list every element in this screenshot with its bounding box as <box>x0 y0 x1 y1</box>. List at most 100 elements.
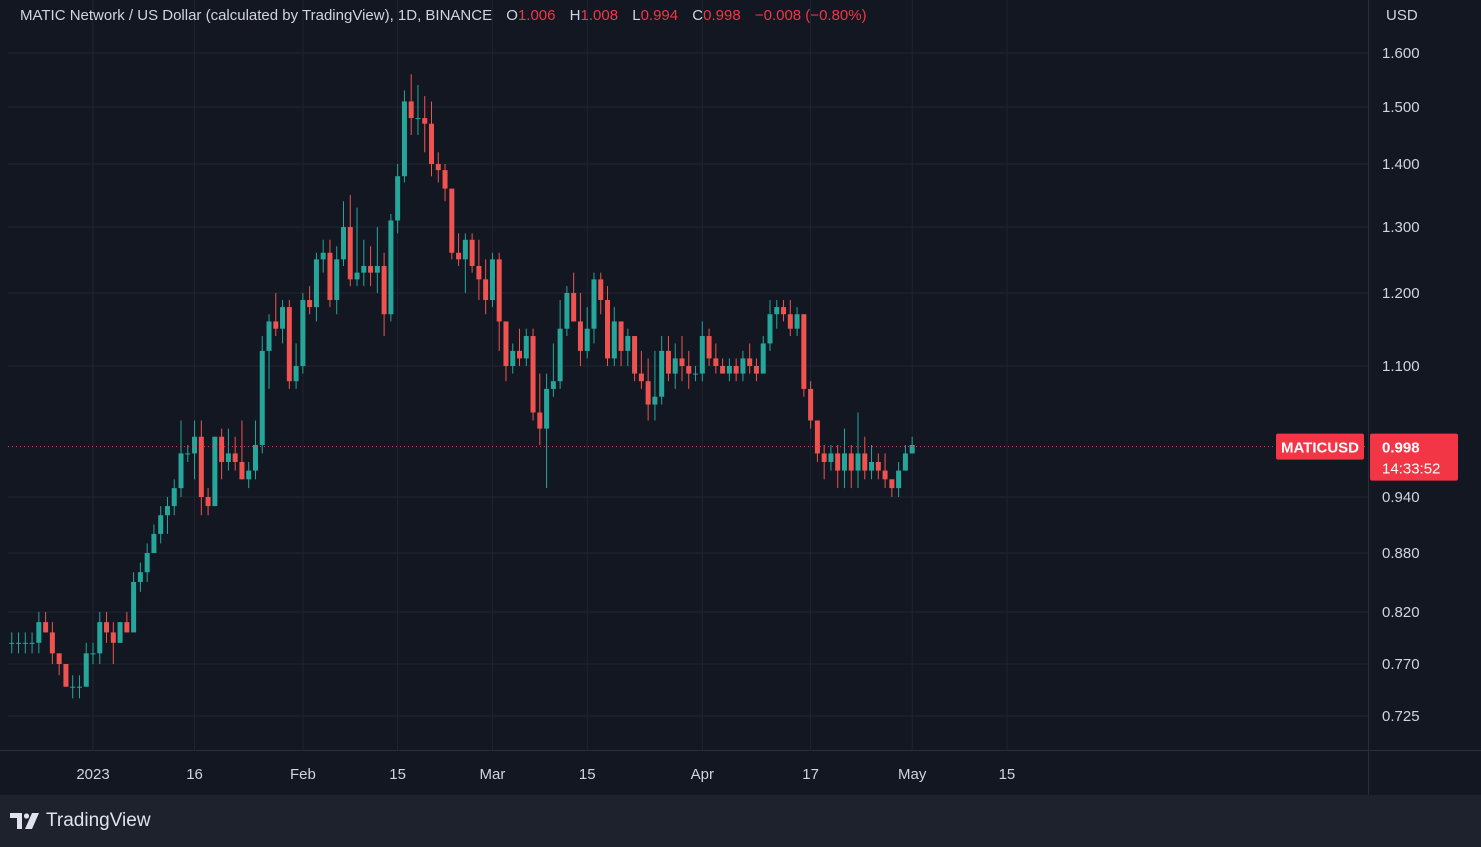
candle-body[interactable] <box>584 328 590 351</box>
candle-body[interactable] <box>137 572 143 582</box>
candle-body[interactable] <box>713 358 719 366</box>
candle-body[interactable] <box>70 686 76 688</box>
candle-body[interactable] <box>395 176 401 221</box>
candle-body[interactable] <box>665 350 671 374</box>
candle-body[interactable] <box>760 343 766 374</box>
candle-body[interactable] <box>882 470 888 480</box>
candle-body[interactable] <box>313 259 319 308</box>
candle-body[interactable] <box>733 366 739 374</box>
candle-body[interactable] <box>178 453 184 489</box>
candle-body[interactable] <box>49 632 55 654</box>
symbol-tag[interactable] <box>1276 433 1364 460</box>
candle-body[interactable] <box>76 686 82 688</box>
candle-body[interactable] <box>219 436 225 462</box>
candle-body[interactable] <box>442 170 448 189</box>
candle-body[interactable] <box>645 381 651 405</box>
candle-body[interactable] <box>90 653 96 655</box>
candle-body[interactable] <box>198 436 204 497</box>
candle-body[interactable] <box>435 164 441 171</box>
brand[interactable]: TradingView <box>10 810 151 832</box>
candle-body[interactable] <box>862 453 868 471</box>
candle-body[interactable] <box>835 453 841 471</box>
candle-body[interactable] <box>767 314 773 344</box>
candle-body[interactable] <box>510 350 516 366</box>
candle-body[interactable] <box>29 642 35 644</box>
candle-body[interactable] <box>158 515 164 534</box>
candle-body[interactable] <box>462 239 468 260</box>
candle-body[interactable] <box>605 300 611 359</box>
candle-body[interactable] <box>97 622 103 654</box>
candle-body[interactable] <box>841 453 847 471</box>
candle-body[interactable] <box>16 642 22 644</box>
candle-body[interactable] <box>821 453 827 462</box>
candle-body[interactable] <box>693 373 699 375</box>
candle-body[interactable] <box>530 336 536 413</box>
candle-body[interactable] <box>896 470 902 489</box>
candle-body[interactable] <box>164 506 170 516</box>
candle-body[interactable] <box>814 420 820 454</box>
candle-body[interactable] <box>625 336 631 351</box>
candle-body[interactable] <box>266 321 272 351</box>
candle-body[interactable] <box>618 321 624 351</box>
candle-body[interactable] <box>774 307 780 315</box>
candle-body[interactable] <box>537 412 543 429</box>
candle-body[interactable] <box>429 123 434 164</box>
candle-body[interactable] <box>22 642 28 644</box>
candle-body[interactable] <box>902 453 908 471</box>
candle-body[interactable] <box>869 461 875 471</box>
candle-body[interactable] <box>747 358 753 366</box>
candle-body[interactable] <box>280 307 286 329</box>
candle-body[interactable] <box>36 622 42 643</box>
candle-body[interactable] <box>740 358 746 374</box>
candle-body[interactable] <box>131 581 137 633</box>
candle-body[interactable] <box>449 188 455 253</box>
candle-body[interactable] <box>496 259 502 322</box>
candle-body[interactable] <box>225 453 231 462</box>
candle-body[interactable] <box>686 366 692 374</box>
candle-body[interactable] <box>192 436 198 454</box>
candle-body[interactable] <box>855 453 861 471</box>
candle-body[interactable] <box>9 642 15 644</box>
candle-body[interactable] <box>381 265 387 315</box>
candle-body[interactable] <box>368 265 374 273</box>
candle-body[interactable] <box>632 336 638 374</box>
candle-body[interactable] <box>828 453 834 462</box>
candle-body[interactable] <box>517 350 523 359</box>
candle-body[interactable] <box>659 350 665 397</box>
candle-body[interactable] <box>83 653 89 687</box>
candle-body[interactable] <box>489 259 495 301</box>
candle-body[interactable] <box>706 336 712 359</box>
candle-body[interactable] <box>557 328 563 382</box>
candle-body[interactable] <box>354 272 360 280</box>
candle-body[interactable] <box>300 300 306 366</box>
candle-body[interactable] <box>327 252 333 301</box>
candle-body[interactable] <box>408 101 414 119</box>
chart-area[interactable]: 0.725 0.770 0.820 0.880 0.940 1.100 1.200 1.300… <box>0 0 1481 795</box>
candle-body[interactable] <box>307 300 313 308</box>
candle-body[interactable] <box>794 314 800 329</box>
candle-body[interactable] <box>550 381 556 389</box>
candle-body[interactable] <box>476 265 482 280</box>
candle-body[interactable] <box>239 461 245 480</box>
candle-body[interactable] <box>320 252 326 260</box>
candle-body[interactable] <box>848 453 854 471</box>
candle-body[interactable] <box>808 388 814 421</box>
candle-body[interactable] <box>544 388 550 429</box>
candle-body[interactable] <box>56 653 62 664</box>
candle-body[interactable] <box>503 321 509 366</box>
candle-body[interactable] <box>286 307 292 382</box>
candle-body[interactable] <box>273 321 279 329</box>
candle-body[interactable] <box>699 336 705 374</box>
candle-body[interactable] <box>334 259 340 301</box>
candle-body[interactable] <box>246 470 252 480</box>
candle-body[interactable] <box>185 453 191 455</box>
candle-body[interactable] <box>638 373 644 382</box>
candle-body[interactable] <box>875 461 881 471</box>
candle-body[interactable] <box>611 321 617 359</box>
candle-body[interactable] <box>205 497 211 507</box>
candle-body[interactable] <box>483 279 489 301</box>
candle-body[interactable] <box>753 366 759 374</box>
candle-body[interactable] <box>388 220 394 315</box>
candle-body[interactable] <box>374 265 380 273</box>
candle-body[interactable] <box>889 479 895 489</box>
